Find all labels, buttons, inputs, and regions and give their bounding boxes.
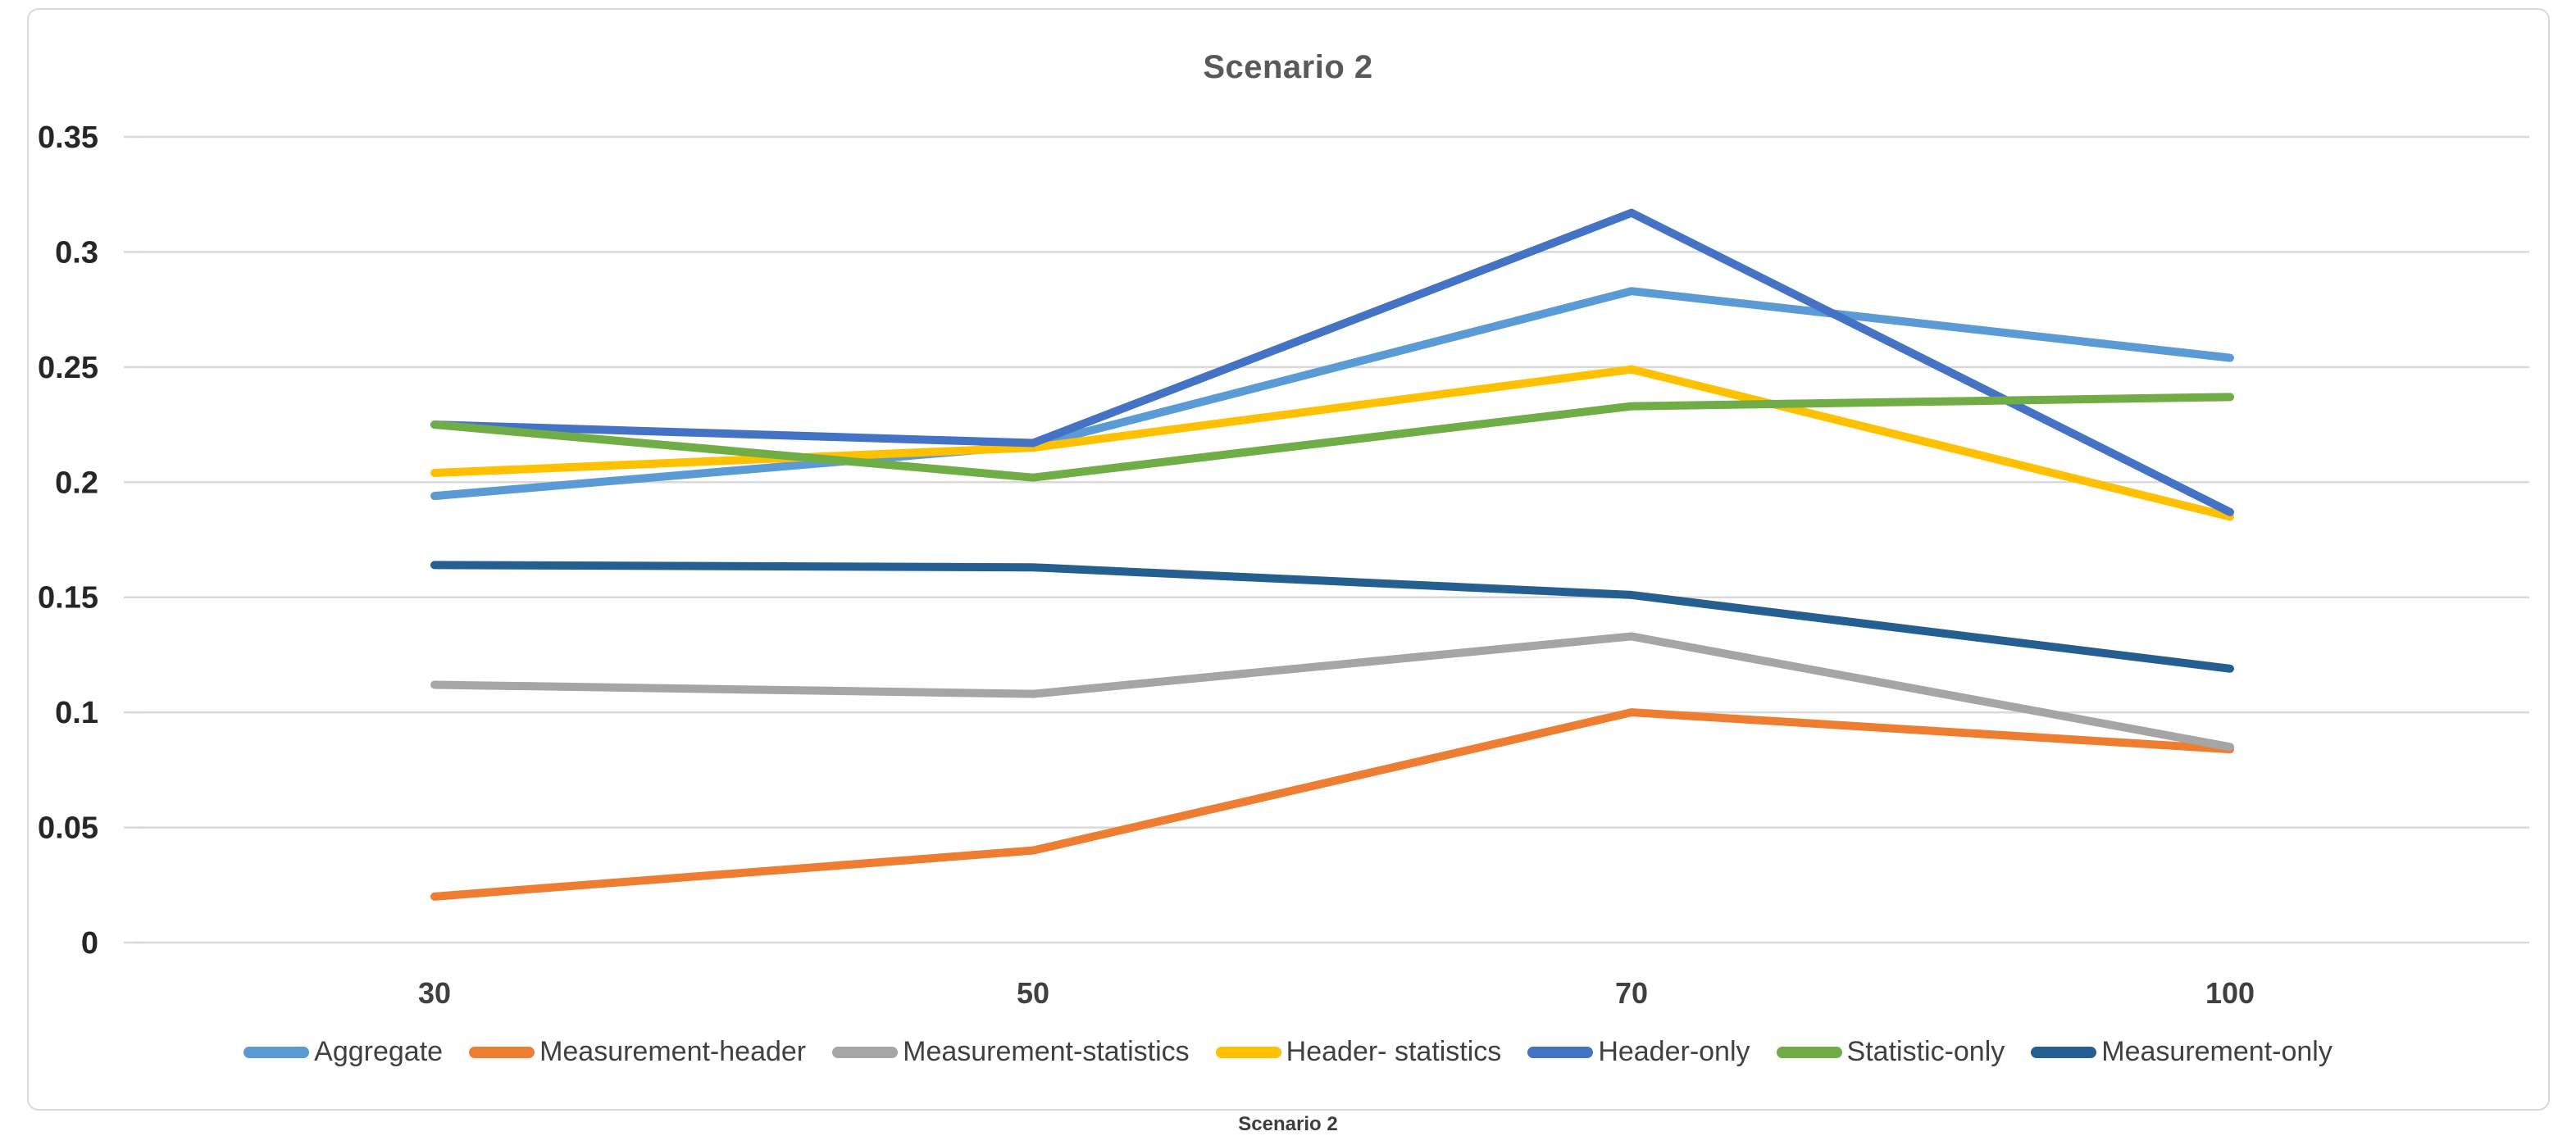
legend-item-measurement-statistics: Measurement-statistics: [832, 1036, 1190, 1068]
series-line-header-only: [430, 208, 2234, 516]
x-tick-label-30: 30: [418, 976, 451, 1010]
legend-item-measurement-only: Measurement-only: [2031, 1036, 2333, 1068]
series-line-measurement-statistics: [430, 632, 2234, 752]
x-tick-label-100: 100: [2205, 976, 2255, 1010]
legend-label-measurement-statistics: Measurement-statistics: [903, 1036, 1190, 1067]
legend-label-measurement-only: Measurement-only: [2101, 1036, 2333, 1067]
y-tick-label-0.15: 0.15: [38, 581, 98, 616]
legend-item-statistic-only: Statistic-only: [1776, 1036, 2005, 1068]
legend-swatch-measurement-only: [2031, 1046, 2097, 1058]
legend-swatch-aggregate: [243, 1046, 310, 1058]
series-line-measurement-only: [430, 561, 2234, 673]
legend-item-aggregate: Aggregate: [243, 1036, 443, 1068]
legend-swatch-measurement-header: [469, 1046, 535, 1058]
series-line-header-statistics: [430, 365, 2234, 521]
chart-caption: Scenario 2: [1238, 1113, 1338, 1135]
legend-label-measurement-header: Measurement-header: [539, 1036, 807, 1067]
y-tick-label-0.35: 0.35: [38, 120, 98, 155]
legend-label-statistic-only: Statistic-only: [1846, 1036, 2005, 1067]
gridlines-group: [124, 135, 2529, 944]
x-tick-label-70: 70: [1615, 976, 1648, 1010]
y-tick-label-0.05: 0.05: [38, 811, 98, 846]
chart-legend: Aggregate Measurement-header Measurement-s…: [0, 1036, 2576, 1068]
y-tick-label-0.3: 0.3: [55, 235, 98, 270]
legend-item-header-statistics: Header- statistics: [1215, 1036, 1502, 1068]
x-axis-tick-labels: 30 50 70 100: [418, 976, 2255, 1010]
series-line-aggregate: [430, 287, 2234, 501]
legend-label-header-statistics: Header- statistics: [1286, 1036, 1502, 1067]
legend-swatch-measurement-statistics: [832, 1046, 899, 1058]
y-tick-label-0: 0: [81, 926, 98, 961]
y-tick-label-0.2: 0.2: [55, 466, 98, 500]
legend-item-measurement-header: Measurement-header: [469, 1036, 806, 1068]
series-lines-group: [430, 208, 2234, 901]
x-tick-label-50: 50: [1017, 976, 1049, 1010]
legend-swatch-statistic-only: [1776, 1046, 1842, 1058]
chart-frame: [27, 8, 2550, 1111]
y-axis-tick-labels: 0 0.05 0.1 0.15 0.2 0.25 0.3 0.35: [38, 120, 98, 961]
legend-swatch-header-statistics: [1215, 1046, 1281, 1058]
legend-item-header-only: Header-only: [1527, 1036, 1750, 1068]
chart-title: Scenario 2: [1203, 49, 1373, 85]
series-line-statistic-only: [430, 393, 2234, 482]
series-line-measurement-header: [430, 708, 2234, 901]
y-tick-label-0.25: 0.25: [38, 351, 98, 385]
y-tick-label-0.1: 0.1: [55, 696, 98, 730]
legend-label-header-only: Header-only: [1598, 1036, 1750, 1067]
legend-swatch-header-only: [1527, 1046, 1594, 1058]
legend-label-aggregate: Aggregate: [314, 1036, 444, 1067]
